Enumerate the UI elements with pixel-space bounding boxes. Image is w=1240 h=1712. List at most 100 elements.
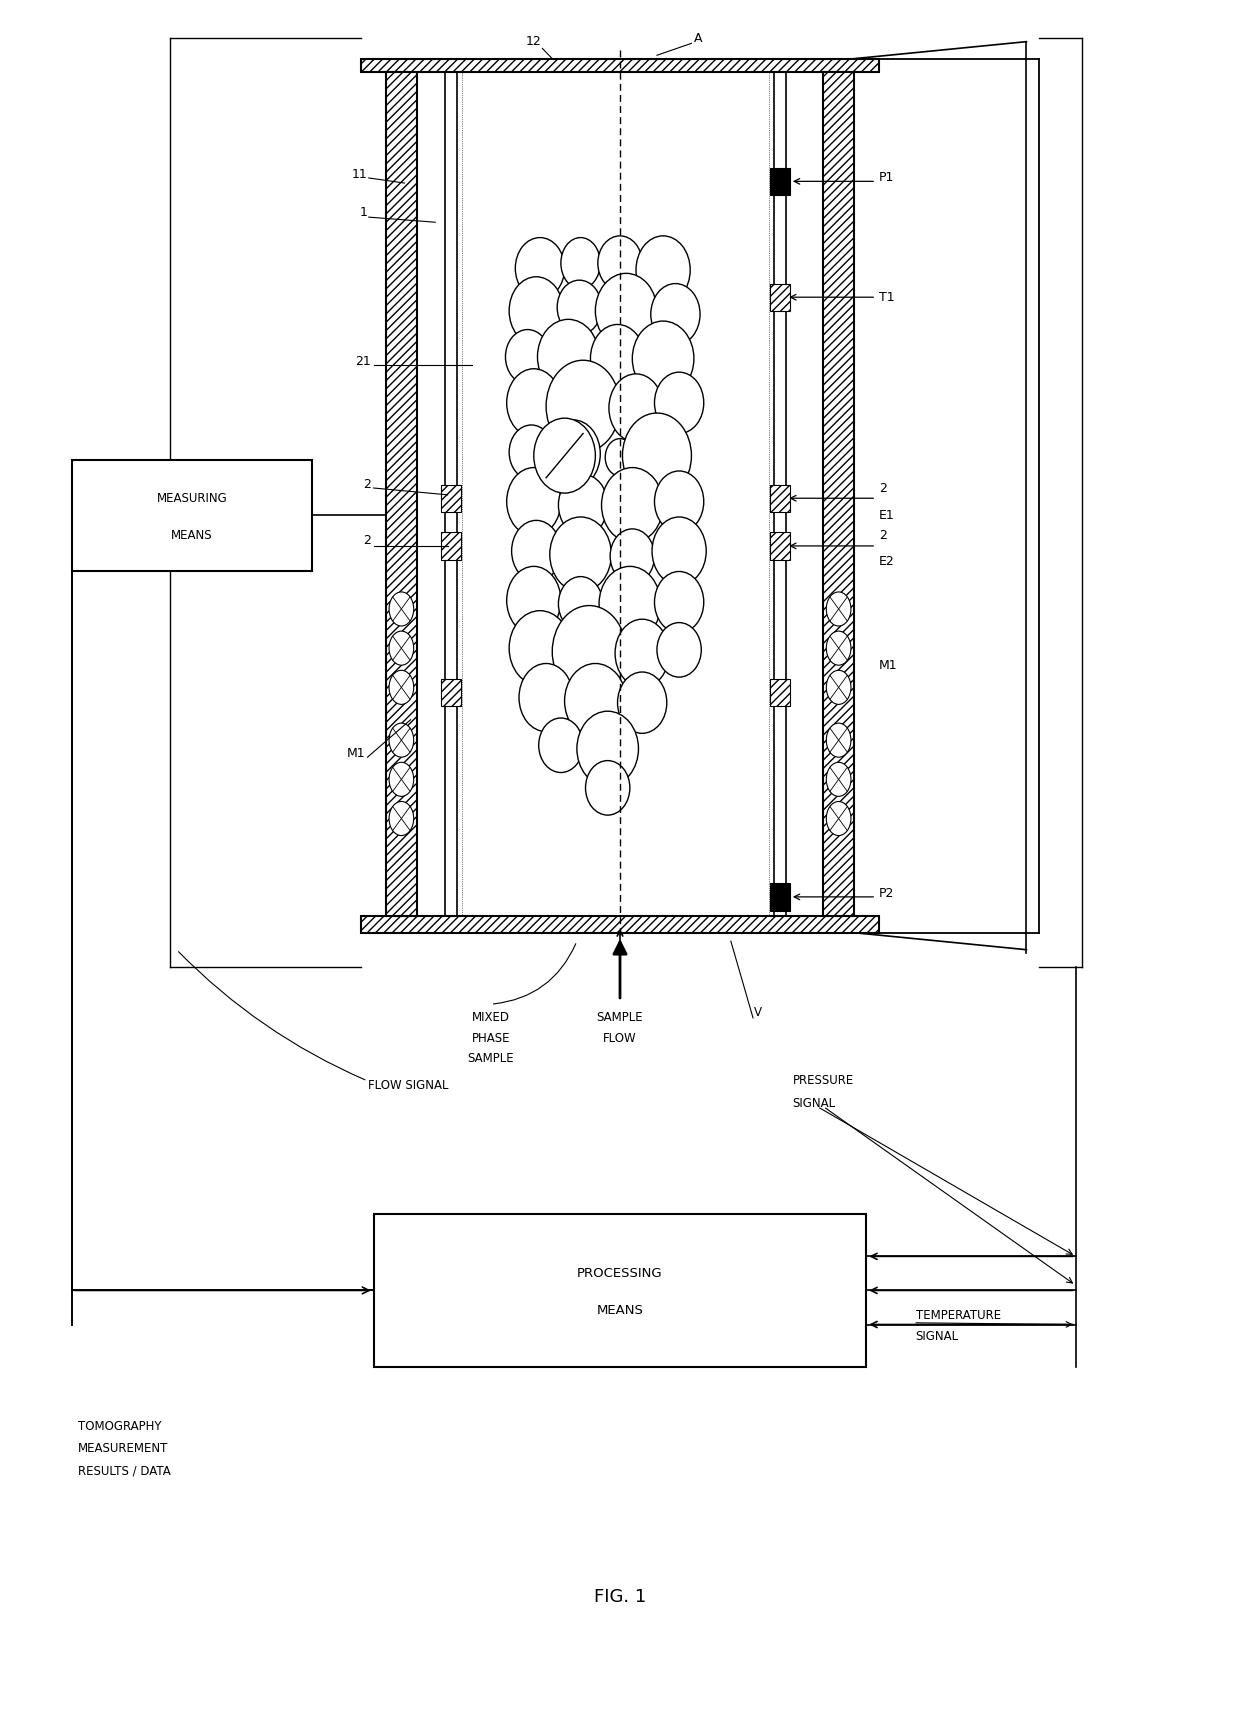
Text: MIXED: MIXED bbox=[471, 1012, 510, 1024]
Bar bbox=[774, 72, 786, 916]
Ellipse shape bbox=[520, 664, 573, 731]
Ellipse shape bbox=[506, 330, 549, 383]
Bar bbox=[445, 72, 458, 916]
Text: SIGNAL: SIGNAL bbox=[915, 1330, 959, 1342]
Ellipse shape bbox=[507, 467, 560, 536]
Ellipse shape bbox=[636, 236, 691, 305]
Bar bbox=[770, 532, 790, 560]
Circle shape bbox=[389, 762, 414, 796]
Bar bbox=[770, 484, 790, 512]
Circle shape bbox=[826, 722, 851, 757]
Ellipse shape bbox=[510, 277, 563, 344]
Text: FLOW SIGNAL: FLOW SIGNAL bbox=[367, 1080, 448, 1092]
Text: MEASUREMENT: MEASUREMENT bbox=[78, 1443, 169, 1455]
Circle shape bbox=[826, 592, 851, 627]
Text: SAMPLE: SAMPLE bbox=[467, 1053, 515, 1065]
Circle shape bbox=[826, 762, 851, 796]
Bar bbox=[770, 680, 790, 705]
Ellipse shape bbox=[632, 322, 694, 395]
Circle shape bbox=[389, 671, 414, 704]
Circle shape bbox=[389, 801, 414, 835]
Text: M1: M1 bbox=[879, 659, 898, 671]
Ellipse shape bbox=[558, 474, 608, 536]
Ellipse shape bbox=[605, 438, 635, 476]
Text: P2: P2 bbox=[879, 887, 894, 901]
Ellipse shape bbox=[585, 760, 630, 815]
Ellipse shape bbox=[651, 284, 701, 344]
Ellipse shape bbox=[599, 567, 661, 642]
Ellipse shape bbox=[595, 274, 657, 348]
Ellipse shape bbox=[549, 517, 611, 592]
Bar bbox=[441, 680, 461, 705]
Text: FIG. 1: FIG. 1 bbox=[594, 1589, 646, 1606]
Ellipse shape bbox=[655, 572, 704, 633]
Text: A: A bbox=[694, 33, 702, 45]
Ellipse shape bbox=[512, 520, 560, 582]
Text: 21: 21 bbox=[356, 356, 371, 368]
Ellipse shape bbox=[610, 529, 655, 584]
Ellipse shape bbox=[516, 238, 564, 300]
Ellipse shape bbox=[507, 567, 560, 635]
Text: SAMPLE: SAMPLE bbox=[596, 1012, 644, 1024]
Text: TEMPERATURE: TEMPERATURE bbox=[915, 1310, 1001, 1322]
Circle shape bbox=[389, 592, 414, 627]
Ellipse shape bbox=[557, 281, 601, 334]
Ellipse shape bbox=[577, 710, 639, 786]
Ellipse shape bbox=[590, 325, 645, 392]
Ellipse shape bbox=[622, 413, 692, 498]
Bar bbox=[386, 72, 417, 916]
Ellipse shape bbox=[657, 623, 702, 678]
Text: FLOW: FLOW bbox=[603, 1032, 637, 1044]
Text: E1: E1 bbox=[879, 508, 894, 522]
Circle shape bbox=[389, 722, 414, 757]
Ellipse shape bbox=[609, 373, 663, 442]
Text: 12: 12 bbox=[526, 36, 542, 48]
Bar bbox=[361, 58, 879, 72]
Text: 11: 11 bbox=[352, 168, 367, 181]
Ellipse shape bbox=[510, 611, 570, 685]
Ellipse shape bbox=[655, 372, 704, 433]
Text: 2: 2 bbox=[363, 478, 371, 491]
Text: T1: T1 bbox=[879, 291, 894, 303]
Ellipse shape bbox=[538, 717, 583, 772]
Bar bbox=[770, 168, 790, 195]
Text: 2: 2 bbox=[363, 534, 371, 548]
Text: SIGNAL: SIGNAL bbox=[792, 1096, 836, 1109]
Text: PRESSURE: PRESSURE bbox=[792, 1075, 853, 1087]
Text: MEANS: MEANS bbox=[596, 1305, 644, 1317]
Bar bbox=[373, 1214, 867, 1368]
Circle shape bbox=[826, 671, 851, 704]
Text: M1: M1 bbox=[346, 746, 365, 760]
Ellipse shape bbox=[564, 664, 626, 738]
Ellipse shape bbox=[655, 471, 704, 532]
Ellipse shape bbox=[533, 418, 595, 493]
Bar bbox=[361, 916, 879, 933]
Ellipse shape bbox=[546, 360, 620, 452]
Circle shape bbox=[389, 632, 414, 666]
Ellipse shape bbox=[615, 620, 670, 687]
Bar bbox=[770, 883, 790, 911]
Ellipse shape bbox=[652, 517, 707, 586]
Bar bbox=[441, 532, 461, 560]
Text: MEANS: MEANS bbox=[171, 529, 213, 543]
Text: P1: P1 bbox=[879, 171, 894, 185]
Text: MEASURING: MEASURING bbox=[156, 491, 227, 505]
Text: RESULTS / DATA: RESULTS / DATA bbox=[78, 1464, 171, 1477]
Bar bbox=[441, 484, 461, 512]
Bar bbox=[823, 72, 854, 916]
Text: 2: 2 bbox=[879, 481, 887, 495]
Circle shape bbox=[826, 632, 851, 666]
Ellipse shape bbox=[560, 238, 600, 289]
Ellipse shape bbox=[618, 673, 667, 733]
Ellipse shape bbox=[546, 419, 600, 488]
Text: 2: 2 bbox=[879, 529, 887, 543]
Ellipse shape bbox=[552, 606, 626, 697]
Text: PHASE: PHASE bbox=[471, 1032, 510, 1044]
Text: V: V bbox=[754, 1007, 761, 1019]
Text: 1: 1 bbox=[360, 205, 367, 219]
Text: TOMOGRAPHY: TOMOGRAPHY bbox=[78, 1421, 161, 1433]
Ellipse shape bbox=[507, 368, 560, 437]
Ellipse shape bbox=[510, 425, 553, 479]
Text: E2: E2 bbox=[879, 555, 894, 568]
Circle shape bbox=[826, 801, 851, 835]
